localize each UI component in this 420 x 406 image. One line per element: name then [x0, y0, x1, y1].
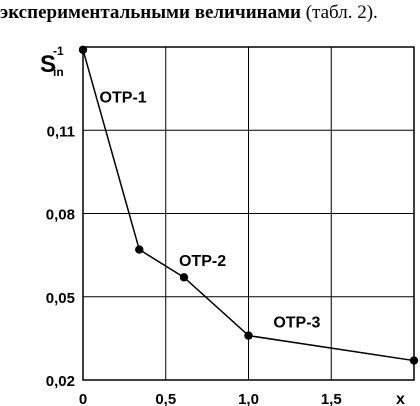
x-tick-label: 1,0 [238, 391, 259, 406]
axis-labels: S -1 in x [40, 44, 405, 406]
y-tick-label: 0,02 [46, 373, 75, 390]
data-point [244, 331, 253, 340]
plot-frame-rect [82, 46, 415, 381]
y-tick-label: 0,05 [46, 290, 75, 307]
data-points [78, 45, 419, 365]
caption-bold-text: экспериментальными величинами [0, 2, 301, 23]
x-tick-label: 0 [79, 391, 87, 406]
x-tick-label: 1,5 [321, 391, 342, 406]
y-axis-label-superscript: -1 [53, 44, 64, 58]
y-tick-label: 0,11 [47, 123, 75, 140]
data-point [78, 45, 88, 54]
y-tick-label: 0,08 [46, 207, 75, 224]
x-axis-label: x [396, 391, 405, 406]
annotations: OTP-1 OTP-2 OTP-3 [100, 90, 321, 332]
annotation-label: OTP-1 [100, 90, 147, 107]
y-axis-label-main: S [40, 51, 56, 78]
caption: экспериментальными величинами (табл. 2). [0, 2, 420, 26]
annotation-label: OTP-2 [179, 253, 226, 270]
y-axis-label: S [40, 51, 56, 78]
x-tick-label: 0,5 [155, 391, 176, 406]
plot-frame [82, 46, 415, 381]
data-point [179, 273, 189, 282]
tick-labels: 0,02 0,05 0,08 0,11 0 0,5 1,0 1,5 [46, 123, 342, 406]
caption-rest-text: (табл. 2). [301, 2, 378, 23]
data-point [135, 245, 144, 254]
grid [83, 47, 414, 380]
y-axis-label-subscript: in [53, 65, 64, 79]
annotation-label: OTP-3 [273, 314, 320, 331]
data-point [409, 356, 419, 365]
